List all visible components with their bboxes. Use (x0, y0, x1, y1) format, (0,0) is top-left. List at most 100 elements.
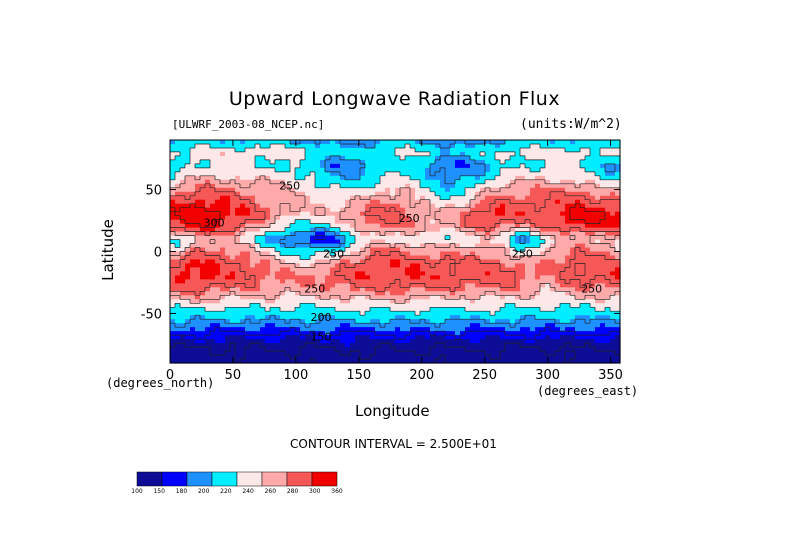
heatmap-cell (590, 239, 596, 245)
heatmap-cell (380, 303, 386, 308)
heatmap-cell (335, 283, 341, 288)
heatmap-cell (380, 335, 386, 340)
heatmap-cell (510, 143, 516, 149)
heatmap-cell (170, 347, 176, 352)
heatmap-cell (375, 271, 381, 276)
heatmap-cell (225, 271, 231, 276)
heatmap-cell (170, 223, 176, 229)
heatmap-cell (585, 299, 591, 304)
heatmap-cell (570, 255, 576, 261)
heatmap-cell (325, 243, 331, 249)
heatmap-cell (465, 315, 471, 320)
heatmap-cell (325, 159, 331, 165)
heatmap-cell (190, 155, 196, 161)
heatmap-cell (565, 235, 571, 241)
heatmap-cell (390, 243, 396, 249)
heatmap-cell (345, 331, 351, 336)
heatmap-cell (375, 299, 381, 304)
heatmap-cell (195, 291, 201, 296)
heatmap-cell (555, 355, 561, 360)
heatmap-cell (335, 147, 341, 153)
heatmap-cell (580, 231, 586, 237)
heatmap-cell (490, 227, 496, 233)
heatmap-cell (560, 179, 566, 185)
heatmap-cell (460, 351, 466, 356)
heatmap-cell (420, 307, 426, 312)
heatmap-cell (245, 283, 251, 288)
heatmap-cell (315, 203, 321, 209)
heatmap-cell (540, 219, 546, 225)
heatmap-cell (405, 335, 411, 340)
heatmap-cell (320, 183, 326, 189)
heatmap-cell (335, 287, 341, 292)
heatmap-cell (215, 315, 221, 320)
heatmap-cell (440, 271, 446, 276)
heatmap-cell (420, 191, 426, 197)
heatmap-cell (250, 331, 256, 336)
heatmap-cell (320, 323, 326, 328)
heatmap-cell (460, 275, 466, 280)
heatmap-cell (215, 291, 221, 296)
heatmap-cell (280, 143, 286, 149)
heatmap-cell (500, 279, 506, 284)
heatmap-cell (530, 259, 536, 265)
heatmap-cell (210, 243, 216, 249)
heatmap-cell (290, 287, 296, 292)
heatmap-cell (600, 355, 606, 360)
heatmap-cell (490, 187, 496, 193)
heatmap-cell (470, 211, 476, 217)
heatmap-cell (610, 303, 616, 308)
heatmap-cell (595, 183, 601, 189)
heatmap-cell (335, 303, 341, 308)
heatmap-cell (315, 327, 321, 332)
heatmap-cell (570, 163, 576, 169)
heatmap-cell (395, 175, 401, 181)
heatmap-cell (405, 283, 411, 288)
heatmap-cell (355, 287, 361, 292)
heatmap-cell (290, 227, 296, 233)
heatmap-cell (390, 259, 396, 265)
heatmap-cell (510, 155, 516, 161)
heatmap-cell (305, 187, 311, 193)
heatmap-cell (610, 243, 616, 249)
heatmap-cell (390, 140, 396, 145)
heatmap-cell (175, 291, 181, 296)
heatmap-cell (220, 315, 226, 320)
heatmap-cell (330, 163, 336, 169)
heatmap-cell (410, 343, 416, 348)
heatmap-cell (600, 223, 606, 229)
heatmap-cell (175, 159, 181, 165)
heatmap-cell (325, 251, 331, 257)
heatmap-cell (410, 323, 416, 328)
heatmap-cell (205, 159, 211, 165)
heatmap-cell (235, 227, 241, 233)
heatmap-cell (450, 171, 456, 177)
heatmap-cell (525, 151, 531, 157)
heatmap-cell (480, 299, 486, 304)
heatmap-cell (190, 283, 196, 288)
heatmap-cell (325, 331, 331, 336)
heatmap-cell (440, 147, 446, 153)
heatmap-cell (325, 147, 331, 153)
heatmap-cell (475, 163, 481, 169)
heatmap-cell (240, 299, 246, 304)
heatmap-cell (325, 199, 331, 205)
heatmap-cell (590, 199, 596, 205)
heatmap-cell (475, 335, 481, 340)
heatmap-cell (205, 171, 211, 177)
heatmap-cell (425, 167, 431, 173)
heatmap-cell (520, 219, 526, 225)
heatmap-cell (180, 263, 186, 269)
heatmap-cell (280, 259, 286, 265)
heatmap-cell (205, 267, 211, 273)
heatmap-cell (255, 311, 261, 316)
heatmap-cell (475, 219, 481, 225)
heatmap-cell (195, 267, 201, 273)
heatmap-cell (545, 199, 551, 205)
heatmap-cell (175, 331, 181, 336)
heatmap-cell (230, 251, 236, 257)
heatmap-cell (565, 211, 571, 217)
heatmap-cell (365, 359, 371, 364)
heatmap-cell (345, 167, 351, 173)
heatmap-cell (515, 339, 521, 344)
